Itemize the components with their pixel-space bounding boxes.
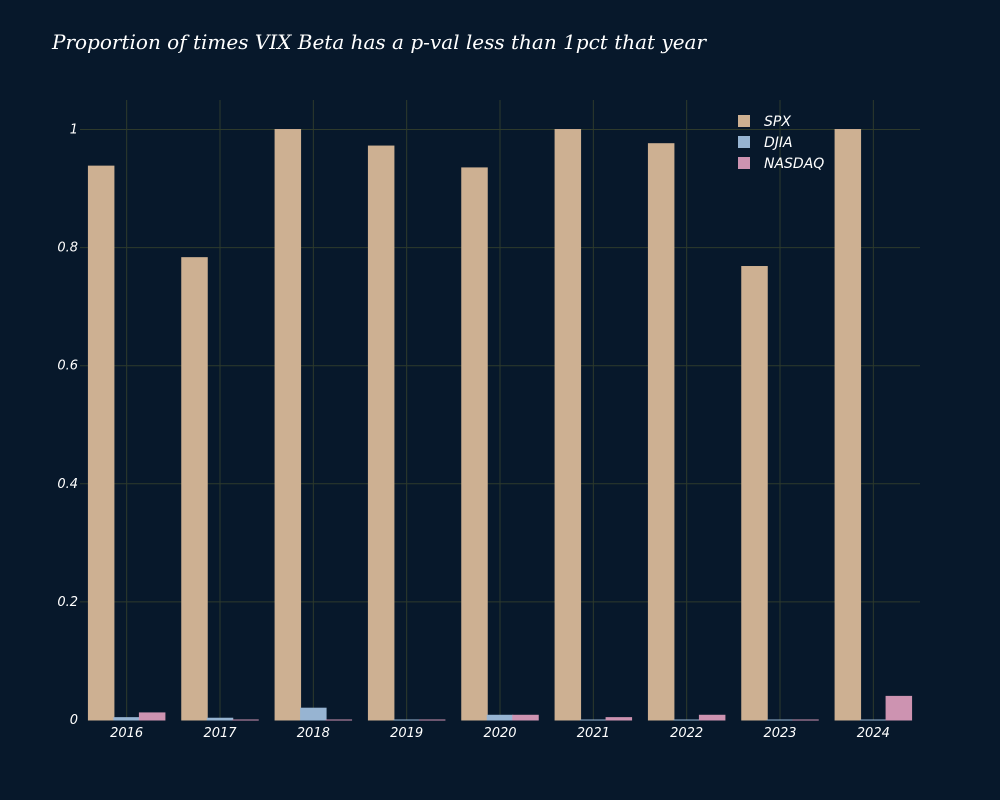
x-tick-label: 2017: [203, 726, 237, 741]
bar-djia-2016[interactable]: [113, 717, 140, 721]
bars-layer: [87, 129, 913, 721]
legend[interactable]: SPX DJIA NASDAQ: [738, 114, 824, 172]
legend-swatch-djia[interactable]: [738, 136, 750, 148]
bar-spx-2019[interactable]: [367, 145, 395, 721]
bar-spx-2021[interactable]: [554, 129, 582, 721]
bar-spx-2023[interactable]: [741, 266, 768, 721]
bar-nasdaq-2020[interactable]: [512, 714, 539, 721]
bar-spx-2020[interactable]: [461, 167, 488, 721]
chart-title: Proportion of times VIX Beta has a p-val…: [52, 30, 707, 54]
legend-label-nasdaq[interactable]: NASDAQ: [764, 156, 824, 172]
x-tick-label: 2021: [577, 726, 610, 741]
x-tick-label: 2023: [763, 726, 796, 741]
legend-swatch-nasdaq[interactable]: [738, 157, 750, 169]
y-tick-label: 0.6: [57, 359, 78, 374]
bar-spx-2018[interactable]: [274, 129, 302, 721]
y-tick-label: 0: [70, 713, 78, 728]
x-tick-label: 2019: [390, 726, 423, 741]
legend-label-spx[interactable]: SPX: [764, 114, 791, 130]
x-tick-label: 2024: [857, 726, 890, 741]
bar-spx-2024[interactable]: [834, 129, 862, 721]
y-tick-label: 0.4: [57, 477, 78, 492]
axis-layer: 0 0.2 0.4 0.6 0.8 1 2016 2017 2018 2019 2020 2021 20…: [57, 123, 890, 741]
y-tick-label: 0.2: [57, 595, 78, 610]
bar-spx-2016[interactable]: [87, 165, 115, 721]
x-tick-label: 2018: [297, 726, 330, 741]
y-tick-label: 0.8: [57, 241, 78, 256]
bar-nasdaq-2016[interactable]: [138, 712, 166, 721]
bar-spx-2017[interactable]: [181, 257, 208, 721]
y-tick-label: 1: [70, 123, 78, 138]
grid-layer: [80, 100, 920, 720]
legend-label-djia[interactable]: DJIA: [764, 135, 793, 151]
bar-nasdaq-2024[interactable]: [885, 695, 913, 721]
x-tick-label: 2022: [670, 726, 703, 741]
x-tick-label: 2020: [483, 726, 516, 741]
bar-spx-2022[interactable]: [647, 143, 675, 721]
bar-nasdaq-2022[interactable]: [698, 714, 726, 721]
bar-nasdaq-2021[interactable]: [605, 717, 633, 721]
bar-djia-2017[interactable]: [206, 717, 234, 721]
legend-swatch-spx[interactable]: [738, 115, 750, 127]
bar-djia-2018[interactable]: [300, 707, 327, 721]
bar-djia-2020[interactable]: [486, 714, 514, 721]
x-tick-label: 2016: [110, 726, 143, 741]
